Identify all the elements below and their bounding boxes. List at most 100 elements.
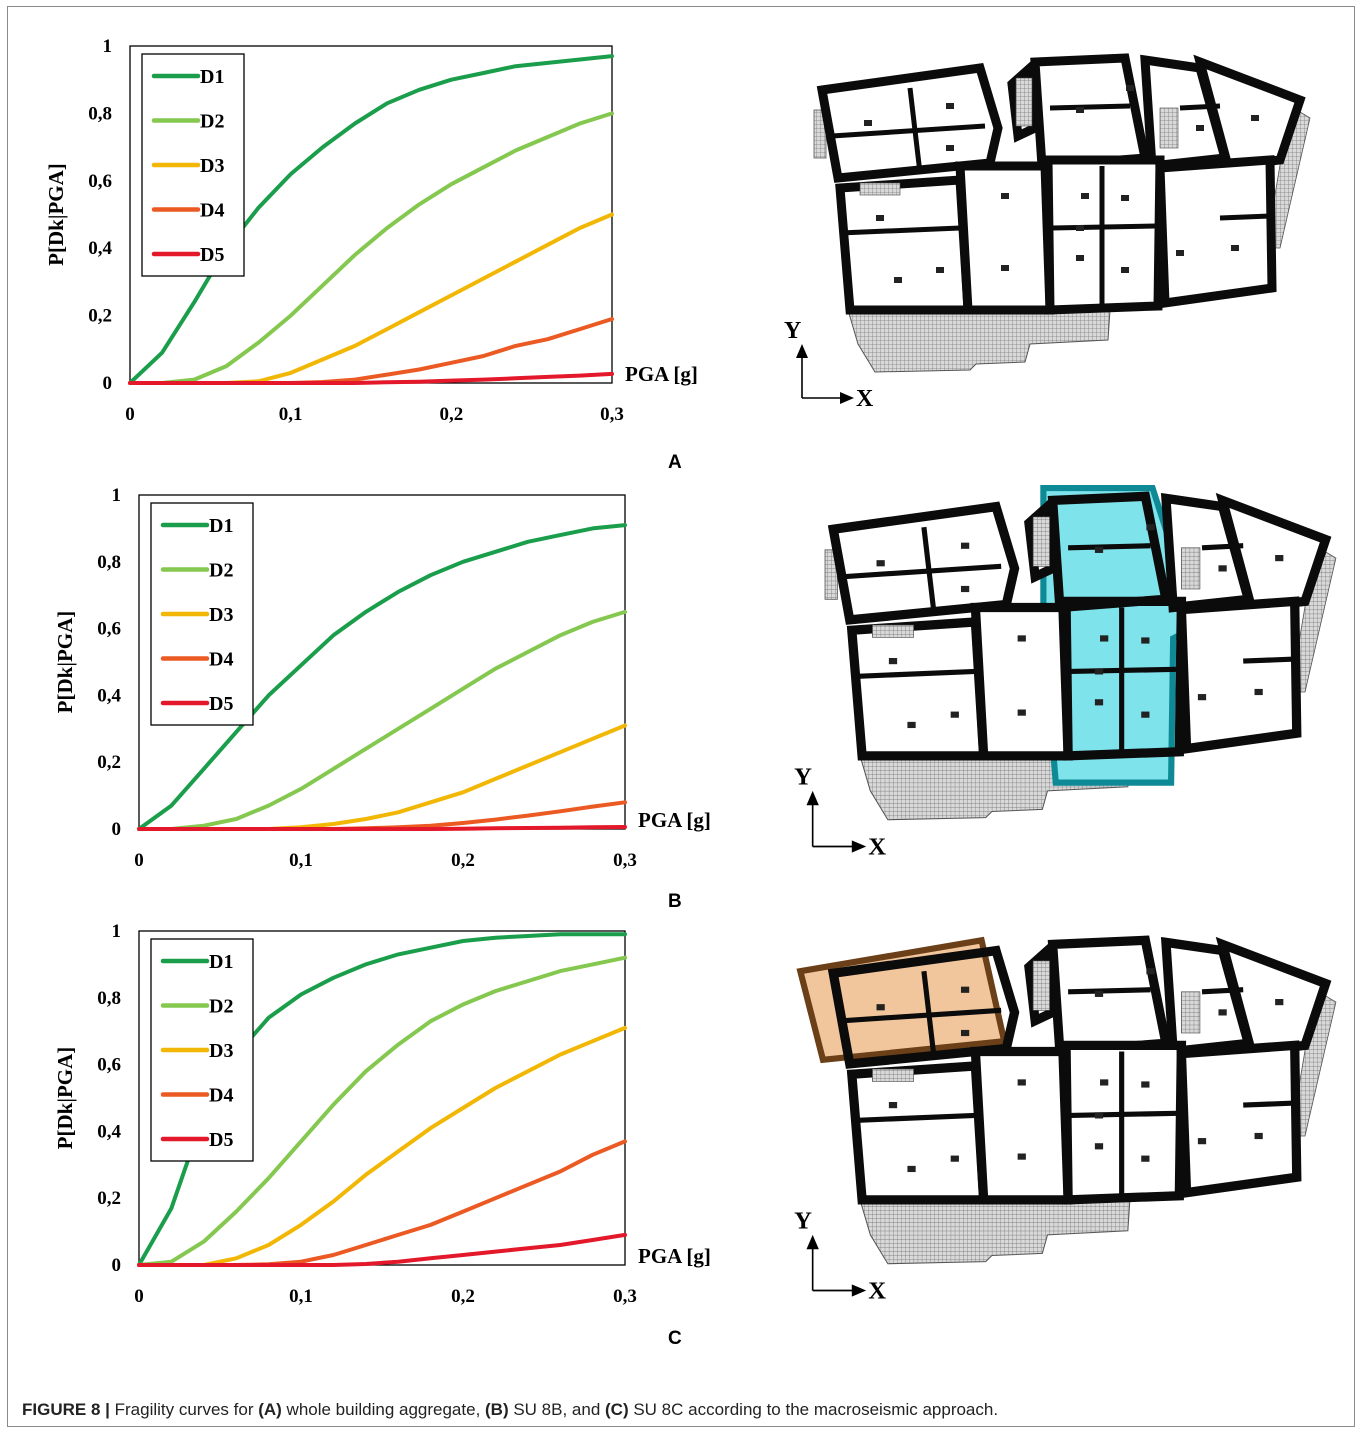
series-line-d5 xyxy=(128,371,614,385)
plan-axis-x-label: X xyxy=(856,386,874,412)
floor-plan-b: YX xyxy=(794,484,1337,861)
x-axis-label: PGA [g] xyxy=(638,1244,711,1268)
wall-block-mid-s xyxy=(970,1046,1073,1205)
room-tag-icon xyxy=(1176,250,1184,256)
room-tag-icon xyxy=(1197,1138,1207,1145)
figure-frame xyxy=(7,6,1355,1427)
wall-block-mid-s xyxy=(955,161,1055,315)
partition-wall xyxy=(1068,543,1151,551)
partition-wall xyxy=(907,87,923,174)
x-tick-label: 0,3 xyxy=(613,1286,637,1307)
stair-hatch xyxy=(1181,547,1201,590)
x-tick-label: 0,2 xyxy=(451,850,475,871)
partition-wall xyxy=(1201,543,1244,551)
x-arrowhead-icon xyxy=(851,1284,867,1297)
partition-wall xyxy=(1243,1100,1295,1108)
room-tag-icon xyxy=(1218,1009,1227,1016)
stair-hatch xyxy=(1032,960,1050,1011)
partition-wall xyxy=(843,563,1002,580)
wall-block-west-s xyxy=(835,175,973,315)
partition-wall xyxy=(851,668,976,680)
y-tick-label: 0,4 xyxy=(97,1121,121,1142)
room-tag-icon xyxy=(1275,555,1284,562)
partition-wall xyxy=(1049,103,1131,111)
room-tag-icon xyxy=(1094,1143,1104,1150)
room-tag-icon xyxy=(894,277,902,283)
axis-indicator: YX xyxy=(794,1208,886,1305)
wall-block-ne xyxy=(1193,54,1306,171)
room-tag-icon xyxy=(1231,245,1239,251)
partition-wall xyxy=(1243,656,1295,664)
room-tag-icon xyxy=(1094,546,1104,553)
caption-run: (C) xyxy=(605,1400,629,1419)
wall-block-east-s xyxy=(1155,155,1277,309)
stair-hatch xyxy=(1032,516,1050,567)
x-tick-label: 0,1 xyxy=(279,404,303,425)
room-tag-icon xyxy=(960,585,970,593)
room-tag-icon xyxy=(1094,668,1104,675)
wall-block-center-n xyxy=(1047,935,1172,1057)
wall-block-mid-s xyxy=(970,602,1073,761)
series-line-d2 xyxy=(137,609,627,831)
partition-wall xyxy=(921,526,937,616)
legend-label: D2 xyxy=(200,111,224,133)
y-tick-label: 0 xyxy=(103,373,113,394)
legend-label: D5 xyxy=(209,1129,233,1151)
series-line-d3 xyxy=(137,1025,627,1267)
caption-text: Fragility curves for (A) whole building … xyxy=(110,1400,998,1419)
y-tick-label: 1 xyxy=(112,485,122,506)
partition-wall xyxy=(1068,987,1151,995)
series-line-d1 xyxy=(137,523,627,831)
y-arrowhead-icon xyxy=(796,344,808,358)
legend-label: D1 xyxy=(209,951,233,973)
room-tag-icon xyxy=(960,986,970,993)
y-tick-label: 0,8 xyxy=(97,552,121,573)
partition-wall xyxy=(1179,103,1221,111)
x-tick-label: 0 xyxy=(125,404,135,425)
legend-label: D4 xyxy=(209,649,233,671)
stair-hatch xyxy=(859,182,901,196)
room-tag-icon xyxy=(1100,1079,1109,1086)
stair-hatch xyxy=(872,624,914,638)
partition-wall xyxy=(851,1112,976,1124)
room-tag-icon xyxy=(1017,635,1026,642)
partition-wall xyxy=(839,225,961,236)
room-tag-icon xyxy=(1001,265,1009,271)
room-tag-icon xyxy=(1196,125,1204,131)
room-tag-icon xyxy=(888,1102,898,1109)
y-tick-label: 0,2 xyxy=(88,306,112,327)
stair-hatch xyxy=(872,1068,914,1082)
room-tag-icon xyxy=(907,1165,916,1173)
x-axis-label: PGA [g] xyxy=(625,362,698,386)
floor-plan-c: YX xyxy=(794,935,1337,1305)
room-tag-icon xyxy=(1017,1153,1026,1160)
y-tick-label: 0 xyxy=(112,1255,122,1276)
x-tick-label: 0,1 xyxy=(289,850,313,871)
legend-label: D4 xyxy=(209,1085,233,1107)
partition-wall xyxy=(1201,987,1244,995)
legend-label: D3 xyxy=(209,604,233,626)
room-tag-icon xyxy=(1100,635,1109,642)
y-tick-label: 0,2 xyxy=(97,752,121,773)
axis-indicator: YX xyxy=(794,764,886,861)
room-tag-icon xyxy=(1017,709,1026,716)
room-tag-icon xyxy=(888,658,898,665)
legend-label: D5 xyxy=(209,693,233,715)
room-tag-icon xyxy=(1197,694,1207,701)
y-tick-label: 0,6 xyxy=(97,1055,121,1076)
caption-run: (B) xyxy=(485,1400,509,1419)
legend-label: D1 xyxy=(200,66,224,88)
room-tag-icon xyxy=(936,267,944,273)
x-tick-label: 0,3 xyxy=(600,404,624,425)
x-tick-label: 0 xyxy=(134,850,144,871)
caption-run: whole building aggregate, xyxy=(281,1400,486,1419)
courtyard-hatch xyxy=(859,1199,1131,1265)
wall-block-west-s xyxy=(846,617,989,761)
partition-wall xyxy=(843,1007,1002,1024)
room-tag-icon xyxy=(864,120,872,126)
room-tag-icon xyxy=(907,721,916,729)
wall-block-center-n xyxy=(1030,53,1151,171)
